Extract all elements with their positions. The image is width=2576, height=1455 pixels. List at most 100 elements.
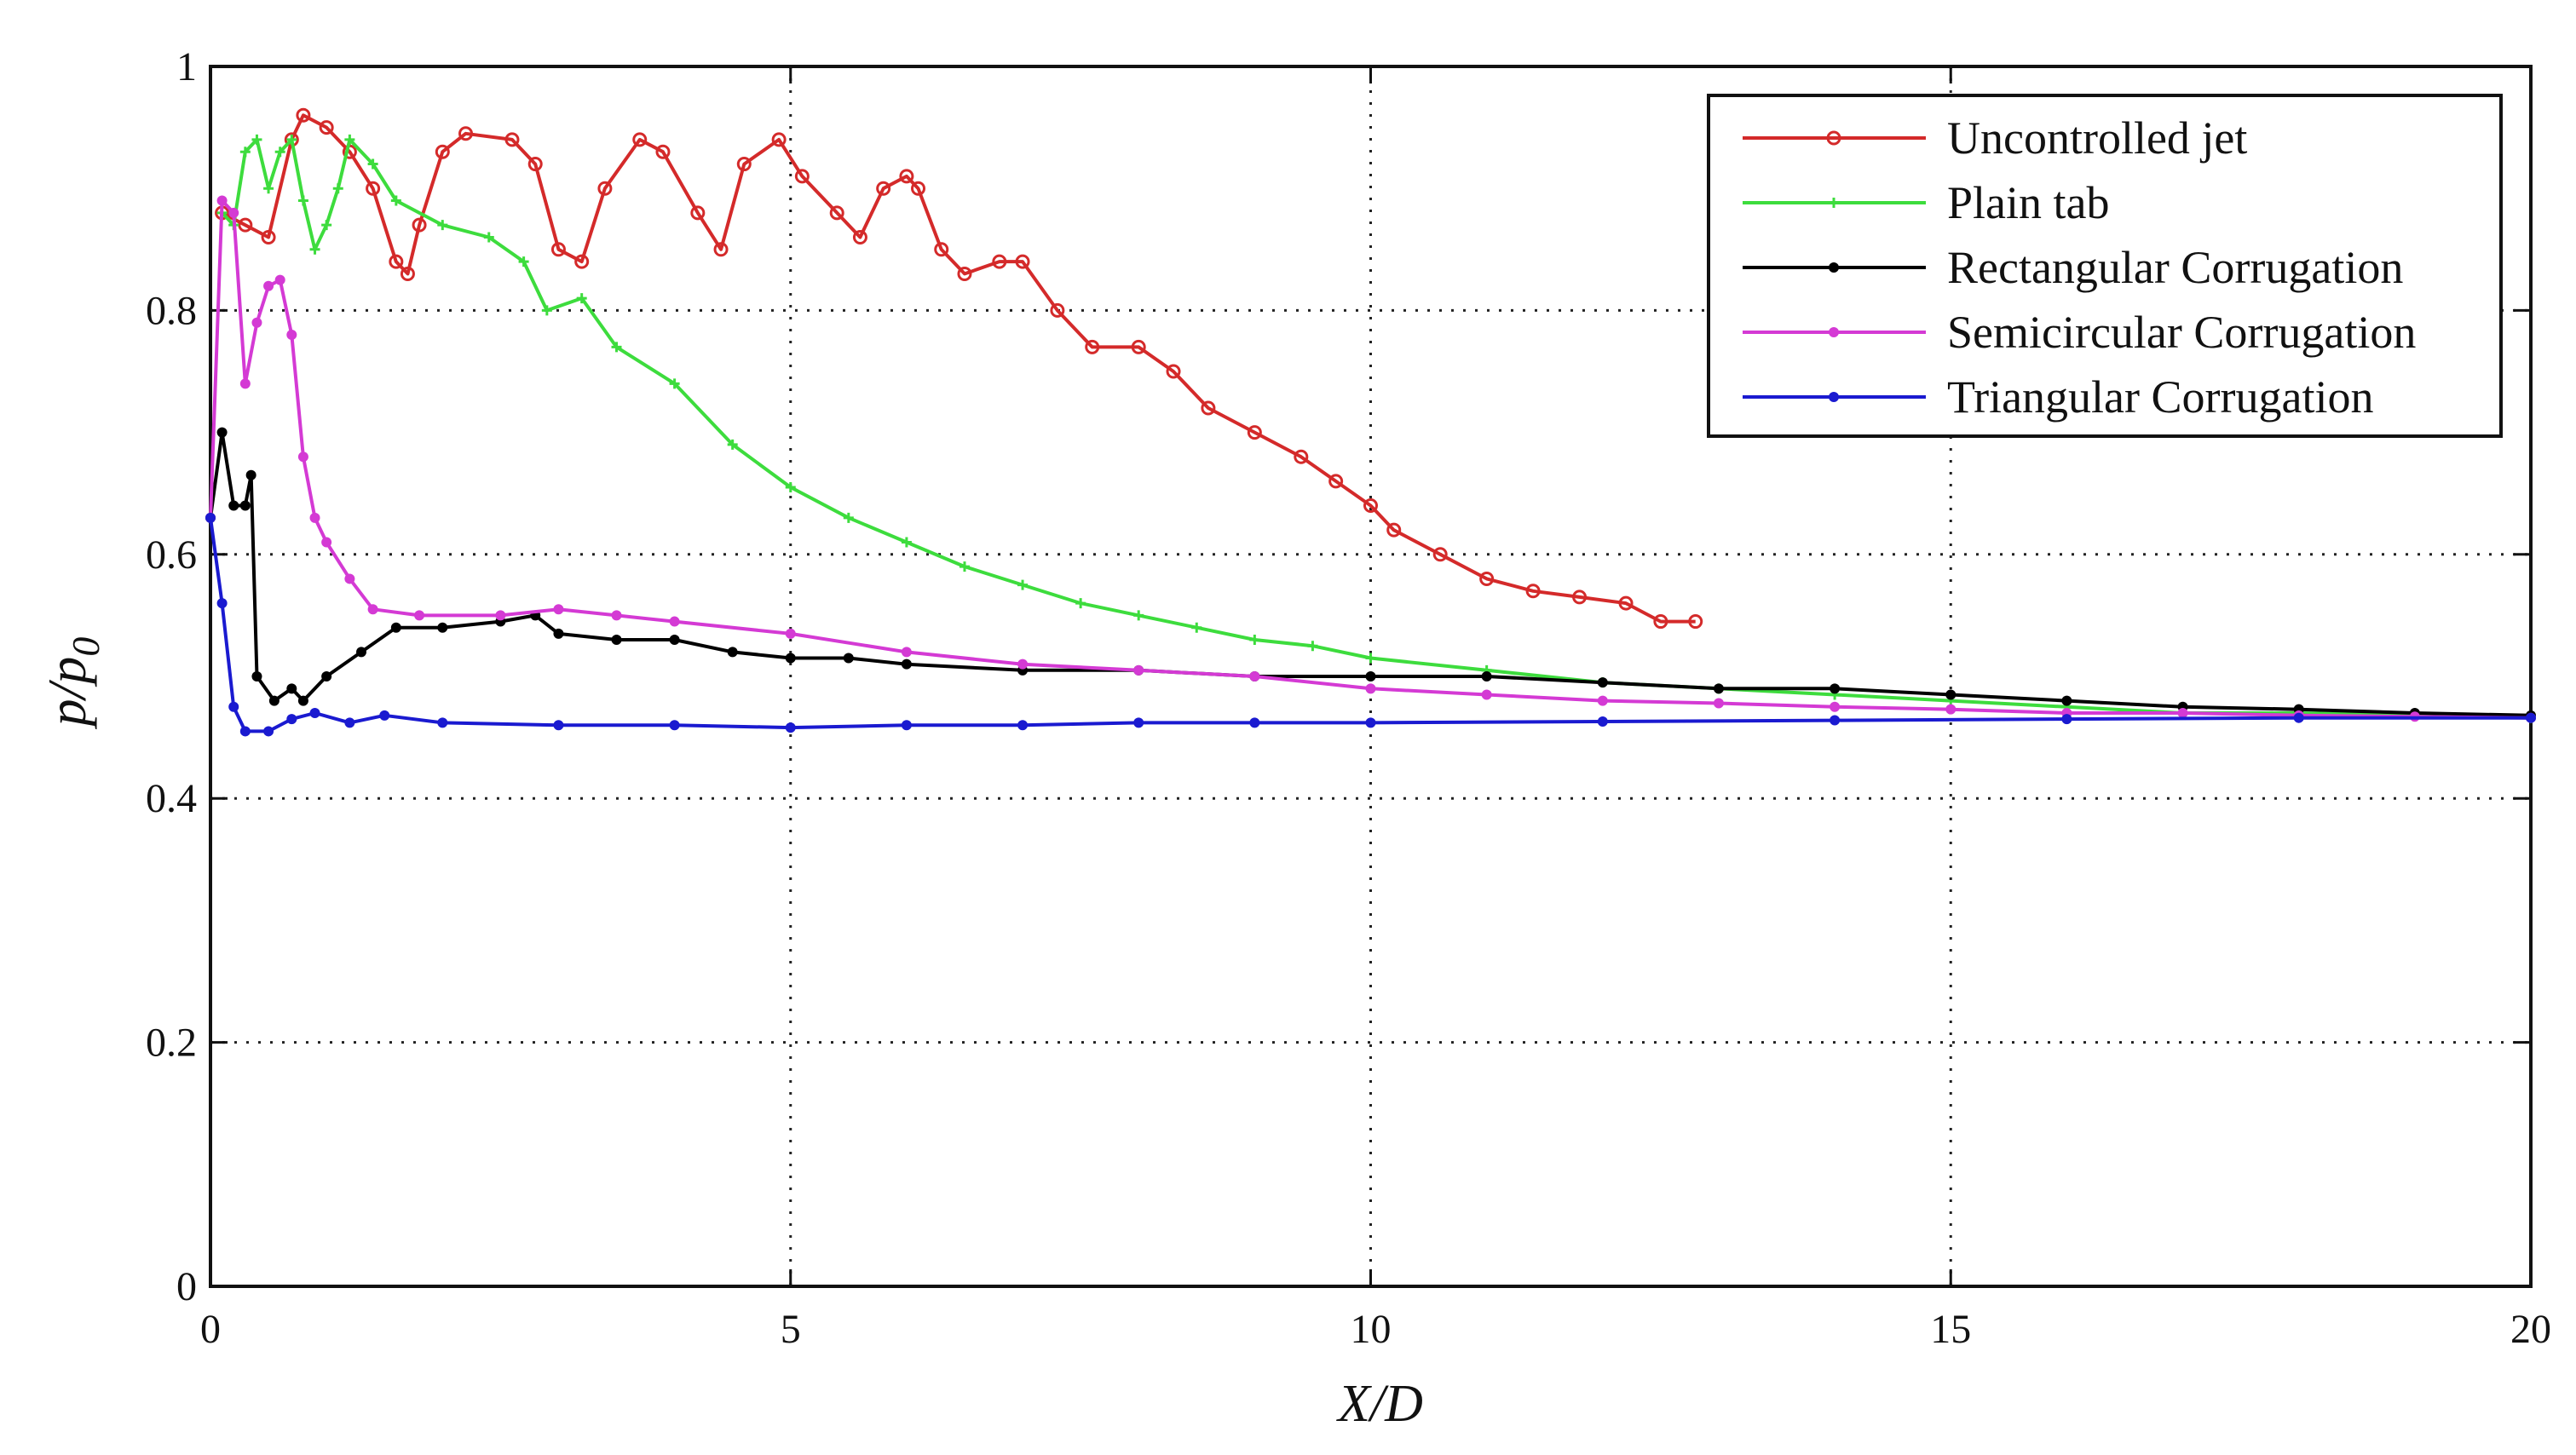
legend-label: Uncontrolled jet bbox=[1947, 112, 2247, 164]
data-point bbox=[1133, 610, 1144, 621]
data-point bbox=[437, 220, 448, 231]
data-point bbox=[1830, 701, 1841, 712]
data-point bbox=[309, 512, 320, 523]
data-point bbox=[611, 342, 622, 353]
data-point bbox=[611, 635, 622, 646]
data-point bbox=[1363, 498, 1378, 514]
data-point bbox=[1365, 653, 1376, 664]
data-point bbox=[263, 280, 274, 291]
data-point bbox=[2177, 707, 2188, 718]
data-point bbox=[541, 305, 552, 316]
data-point bbox=[669, 616, 680, 627]
data-point bbox=[553, 604, 564, 615]
y-tick-label: 0.6 bbox=[146, 532, 197, 578]
data-point bbox=[344, 717, 355, 728]
data-point bbox=[390, 622, 401, 633]
data-point bbox=[1432, 547, 1448, 562]
data-point bbox=[669, 635, 680, 646]
data-point bbox=[1307, 641, 1318, 652]
data-point bbox=[901, 720, 912, 731]
data-point bbox=[1191, 622, 1202, 633]
data-point bbox=[1133, 664, 1144, 676]
data-point bbox=[1249, 717, 1260, 728]
data-point bbox=[553, 628, 564, 639]
data-point bbox=[495, 610, 506, 621]
legend-label: Triangular Corrugation bbox=[1947, 371, 2373, 423]
legend-marker bbox=[1826, 130, 1841, 146]
data-point bbox=[1830, 683, 1841, 694]
legend-label: Semicircular Corrugation bbox=[1947, 307, 2416, 358]
data-point bbox=[239, 726, 251, 737]
data-point bbox=[437, 717, 448, 728]
data-point bbox=[899, 169, 914, 184]
data-point bbox=[736, 157, 752, 172]
data-point bbox=[1133, 717, 1144, 728]
data-point bbox=[1017, 579, 1029, 590]
data-point bbox=[1688, 614, 1703, 630]
data-point bbox=[309, 707, 320, 718]
data-point bbox=[1249, 635, 1260, 646]
data-point bbox=[727, 647, 738, 658]
x-tick-label: 10 bbox=[1351, 1307, 1392, 1352]
series-line bbox=[221, 113, 1696, 624]
data-point bbox=[239, 147, 251, 158]
data-point bbox=[274, 147, 285, 158]
data-point bbox=[1131, 339, 1146, 354]
x-tick-label: 15 bbox=[1930, 1307, 1971, 1352]
data-point bbox=[901, 658, 912, 670]
data-point bbox=[458, 126, 474, 141]
data-point bbox=[785, 482, 796, 493]
data-point bbox=[1653, 614, 1668, 630]
data-point bbox=[412, 217, 427, 233]
data-point bbox=[1017, 720, 1029, 731]
data-point bbox=[1294, 449, 1309, 464]
data-point bbox=[228, 701, 239, 712]
data-point bbox=[355, 647, 366, 658]
data-point bbox=[1386, 522, 1402, 538]
y-tick-label: 0.2 bbox=[146, 1021, 197, 1066]
data-point bbox=[367, 604, 378, 615]
data-point bbox=[611, 610, 622, 621]
data-point bbox=[843, 653, 854, 664]
data-point bbox=[228, 207, 239, 218]
data-point bbox=[319, 120, 334, 135]
data-point bbox=[992, 254, 1007, 269]
data-point bbox=[286, 714, 297, 725]
y-axis-label-main: p/p bbox=[37, 657, 97, 730]
data-point bbox=[268, 695, 279, 706]
data-point bbox=[504, 132, 520, 147]
data-point bbox=[261, 229, 276, 244]
data-point bbox=[263, 726, 274, 737]
data-point bbox=[435, 144, 450, 159]
data-point bbox=[1050, 302, 1065, 318]
data-point bbox=[400, 266, 415, 281]
data-point bbox=[2061, 695, 2072, 706]
x-tick-label: 5 bbox=[781, 1307, 801, 1352]
data-point bbox=[332, 183, 343, 194]
data-point bbox=[344, 134, 355, 145]
data-point bbox=[553, 720, 564, 731]
data-point bbox=[216, 598, 228, 609]
data-point bbox=[1479, 571, 1495, 586]
y-tick-label: 0.4 bbox=[146, 776, 197, 821]
y-tick-label: 0 bbox=[176, 1264, 197, 1309]
data-point bbox=[2293, 712, 2304, 723]
data-point bbox=[286, 330, 297, 341]
data-point bbox=[901, 537, 912, 548]
data-point bbox=[245, 469, 256, 480]
data-point bbox=[876, 181, 891, 196]
data-point bbox=[852, 229, 867, 244]
data-point bbox=[574, 254, 590, 269]
data-point bbox=[251, 317, 262, 328]
data-point bbox=[1713, 683, 1724, 694]
data-point bbox=[1015, 254, 1030, 269]
data-point bbox=[713, 242, 729, 257]
data-point bbox=[286, 683, 297, 694]
data-point bbox=[205, 512, 216, 523]
data-point bbox=[829, 205, 844, 221]
data-point bbox=[297, 451, 308, 463]
data-point bbox=[957, 266, 972, 281]
x-tick-label: 0 bbox=[200, 1307, 221, 1352]
data-point bbox=[1247, 425, 1262, 440]
data-point bbox=[251, 134, 262, 145]
